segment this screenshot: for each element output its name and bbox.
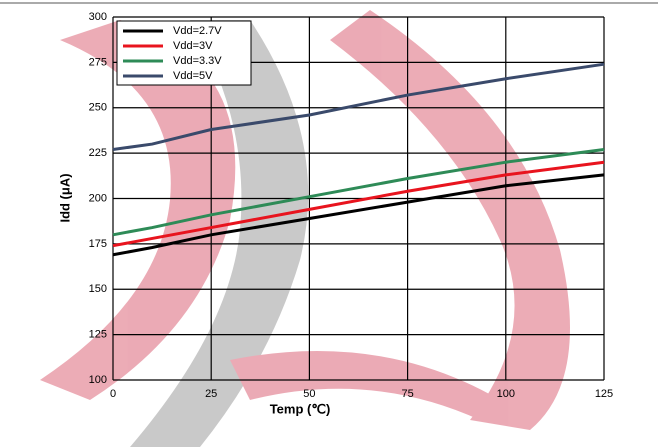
watermark [40, 10, 570, 447]
y-tick-label: 150 [89, 283, 107, 295]
x-tick-label: 50 [303, 388, 315, 400]
series-line [112, 148, 605, 237]
legend-label: Vdd=2.7V [173, 25, 222, 37]
y-tick-label: 175 [89, 238, 107, 250]
y-tick-label: 275 [89, 56, 107, 68]
x-tick-label: 100 [497, 388, 515, 400]
series-line [112, 62, 605, 151]
y-tick-label: 200 [89, 192, 107, 204]
y-tick-label: 125 [89, 329, 107, 341]
y-tick-label: 300 [89, 11, 107, 23]
legend: Vdd=2.7V Vdd=3V Vdd=3.3V Vdd=5V [116, 20, 252, 86]
x-tick-label: 25 [205, 388, 217, 400]
legend-label: Vdd=3V [173, 40, 213, 52]
series-line [112, 160, 605, 248]
x-tick-label: 125 [595, 388, 613, 400]
y-tick-label: 250 [89, 102, 107, 114]
legend-label: Vdd=5V [173, 70, 213, 82]
x-axis-label: Temp (℃) [270, 401, 331, 416]
y-axis-label: Idd (μA) [57, 173, 72, 222]
x-tick-label: 75 [401, 388, 413, 400]
y-tick-label: 225 [89, 147, 107, 159]
legend-label: Vdd=3.3V [173, 55, 222, 67]
y-tick-label: 100 [89, 374, 107, 386]
x-tick-label: 0 [110, 388, 116, 400]
series-line [112, 173, 605, 257]
